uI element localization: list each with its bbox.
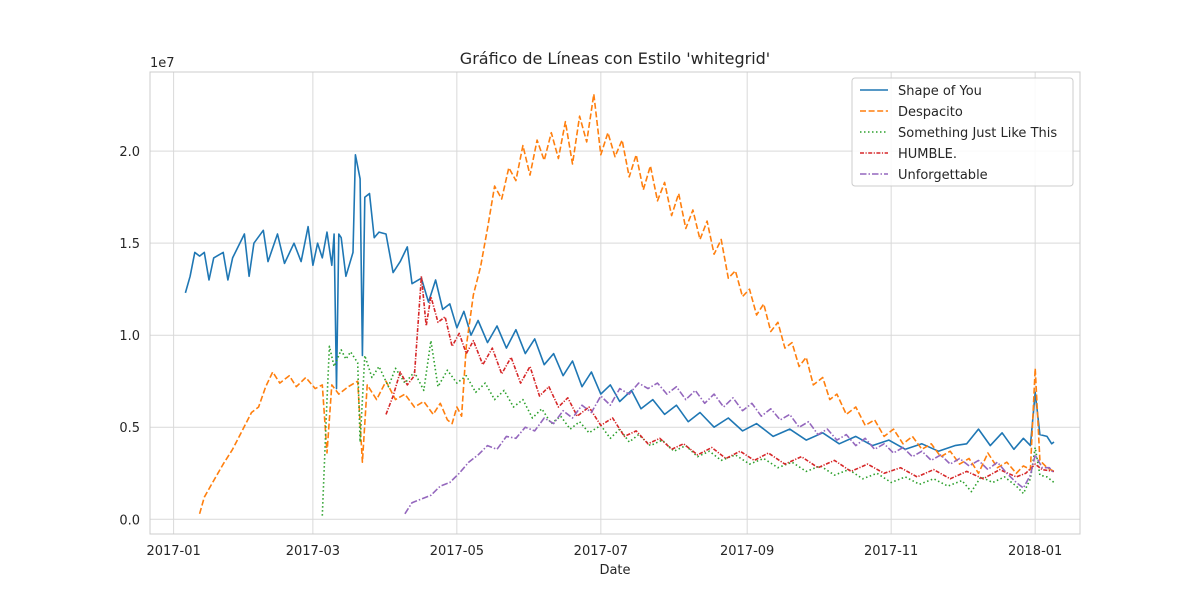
x-tick-label: 2017-01 (146, 544, 200, 559)
x-tick-labels: 2017-01 2017-03 2017-05 2017-07 2017-09 2017-… (146, 544, 1062, 559)
series-line-1 (184, 154, 1055, 453)
series-line-2 (198, 93, 1055, 515)
y-tick-labels: 0.0 0.5 1.0 1.5 2.0 (119, 145, 140, 528)
legend-label: Despacito (898, 105, 963, 120)
chart-title: Gráfico de Líneas con Estilo 'whitegrid' (460, 49, 770, 68)
series-lines (184, 93, 1055, 516)
legend-label: Shape of You (898, 84, 982, 99)
y-offset-label: 1e7 (150, 56, 175, 71)
series-line-5 (404, 382, 1055, 515)
x-tick-label: 2018-01 (1008, 544, 1062, 559)
legend-label: Unforgettable (898, 168, 988, 183)
legend-box (851, 77, 1074, 187)
x-tick-label: 2017-05 (430, 544, 484, 559)
y-tick-label: 1.0 (119, 329, 140, 344)
x-axis-label: Date (599, 563, 630, 578)
series-line-4 (385, 275, 1055, 480)
x-tick-label: 2017-09 (720, 544, 774, 559)
plot-frame (149, 71, 1081, 535)
legend-label: Something Just Like This (898, 126, 1057, 141)
y-tick-label: 1.5 (119, 237, 140, 252)
y-tick-label: 0.5 (119, 421, 140, 436)
x-tick-label: 2017-03 (286, 544, 340, 559)
legend-label: HUMBLE. (898, 147, 957, 162)
y-tick-label: 0.0 (119, 513, 140, 528)
legend: Shape of You Despacito Something Just Like… (851, 77, 1074, 187)
y-tick-label: 2.0 (119, 145, 140, 160)
x-tick-label: 2017-07 (574, 544, 628, 559)
x-tick-label: 2017-11 (864, 544, 918, 559)
